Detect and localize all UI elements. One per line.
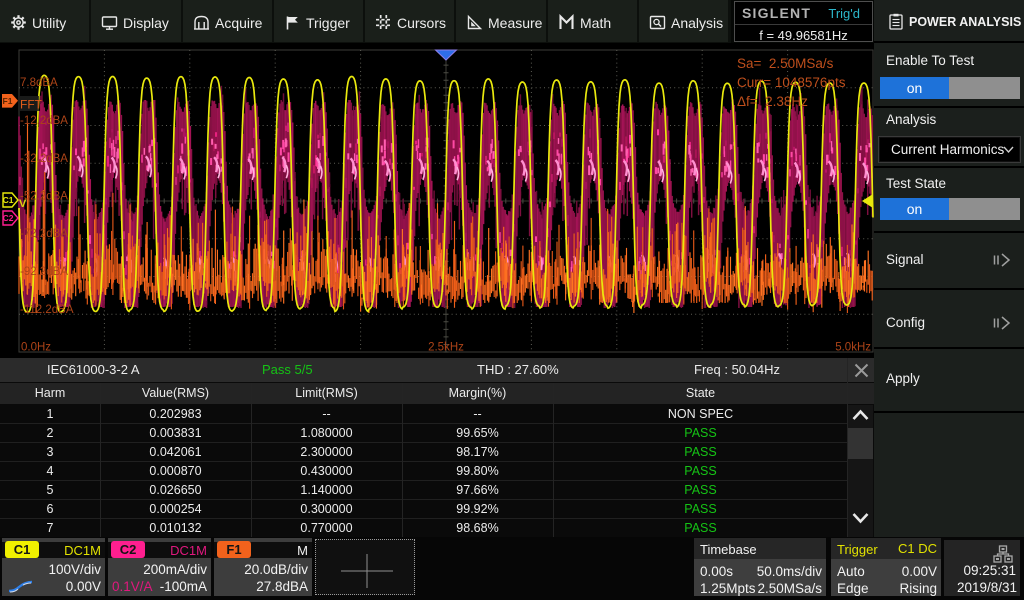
svg-text:Sa= 2.50MSa/s: Sa= 2.50MSa/s xyxy=(737,56,834,71)
svg-text:0.0Hz: 0.0Hz xyxy=(21,342,51,354)
svg-text:V: V xyxy=(19,198,27,210)
svg-text:-52.2dBA: -52.2dBA xyxy=(20,191,68,203)
svg-text:C2: C2 xyxy=(3,213,14,223)
svg-text:Δf= 2.38Hz: Δf= 2.38Hz xyxy=(737,94,808,109)
svg-text:-72.2dBA: -72.2dBA xyxy=(20,228,68,240)
svg-text:-32.2dBA: -32.2dBA xyxy=(20,153,68,165)
svg-text:FFT: FFT xyxy=(20,98,43,112)
svg-text:-112.2dBA: -112.2dBA xyxy=(20,304,74,316)
svg-text:Curr= 1048576pts: Curr= 1048576pts xyxy=(737,75,846,90)
svg-text:5.0kHz: 5.0kHz xyxy=(835,342,871,354)
svg-text:F1: F1 xyxy=(3,96,13,106)
svg-text:-12.2dBA: -12.2dBA xyxy=(20,115,68,127)
svg-text:2.5kHz: 2.5kHz xyxy=(428,342,464,354)
svg-text:7.8dBA: 7.8dBA xyxy=(20,77,58,89)
svg-text:C1: C1 xyxy=(3,195,14,205)
svg-text:-92.2dBA: -92.2dBA xyxy=(20,266,68,278)
